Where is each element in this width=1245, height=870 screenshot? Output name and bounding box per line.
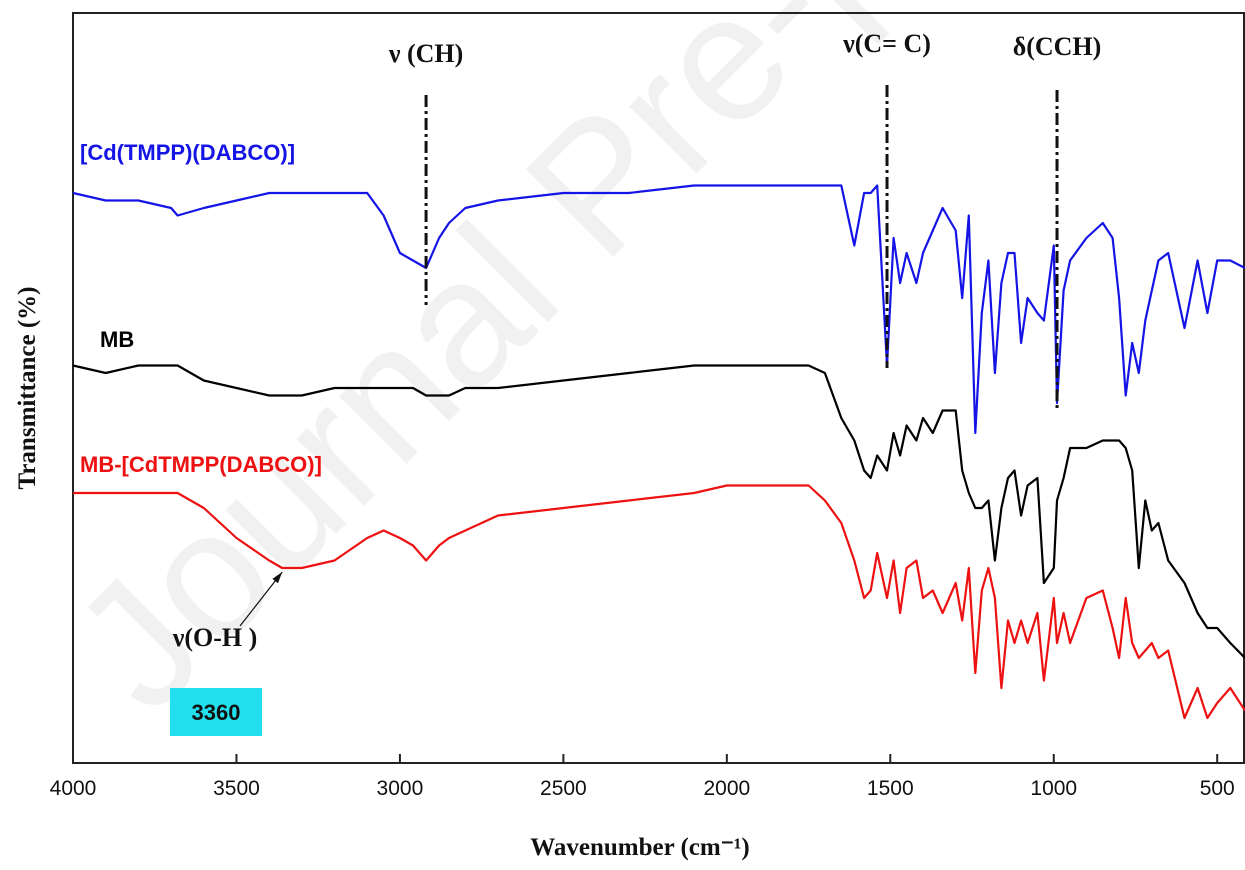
x-tick-label: 1500 [867, 777, 914, 800]
oh-box [170, 688, 262, 736]
x-axis-label: Wavenumber (cm⁻¹) [530, 834, 750, 861]
series-label: MB [100, 327, 134, 352]
x-tick-label: 2000 [703, 777, 750, 800]
x-tick-label: 2500 [540, 777, 587, 800]
x-tick-label: 3000 [377, 777, 424, 800]
spectrum-line [72, 184, 1245, 435]
oh-arrow-head [272, 572, 283, 584]
spectrum-line [73, 484, 1245, 720]
band-label: ν(C= C) [842, 29, 931, 58]
oh-label: ν(O-H ) [172, 623, 258, 652]
band-label: ν (CH) [388, 39, 463, 68]
band-label: δ(CCH) [1013, 32, 1102, 61]
series-label: [Cd(TMPP)(DABCO)] [80, 140, 295, 165]
x-tick-label: 1000 [1030, 777, 1077, 800]
plot-frame [72, 12, 1245, 764]
y-axis-label: Transmittance (%) [14, 287, 41, 490]
series-label: MB-[CdTMPP(DABCO)] [80, 452, 322, 477]
spectrum-line [72, 364, 1245, 659]
oh-value: 3360 [192, 700, 241, 725]
x-tick-label: 4000 [50, 777, 97, 800]
x-tick-label: 500 [1200, 777, 1235, 800]
x-tick-label: 3500 [213, 777, 260, 800]
